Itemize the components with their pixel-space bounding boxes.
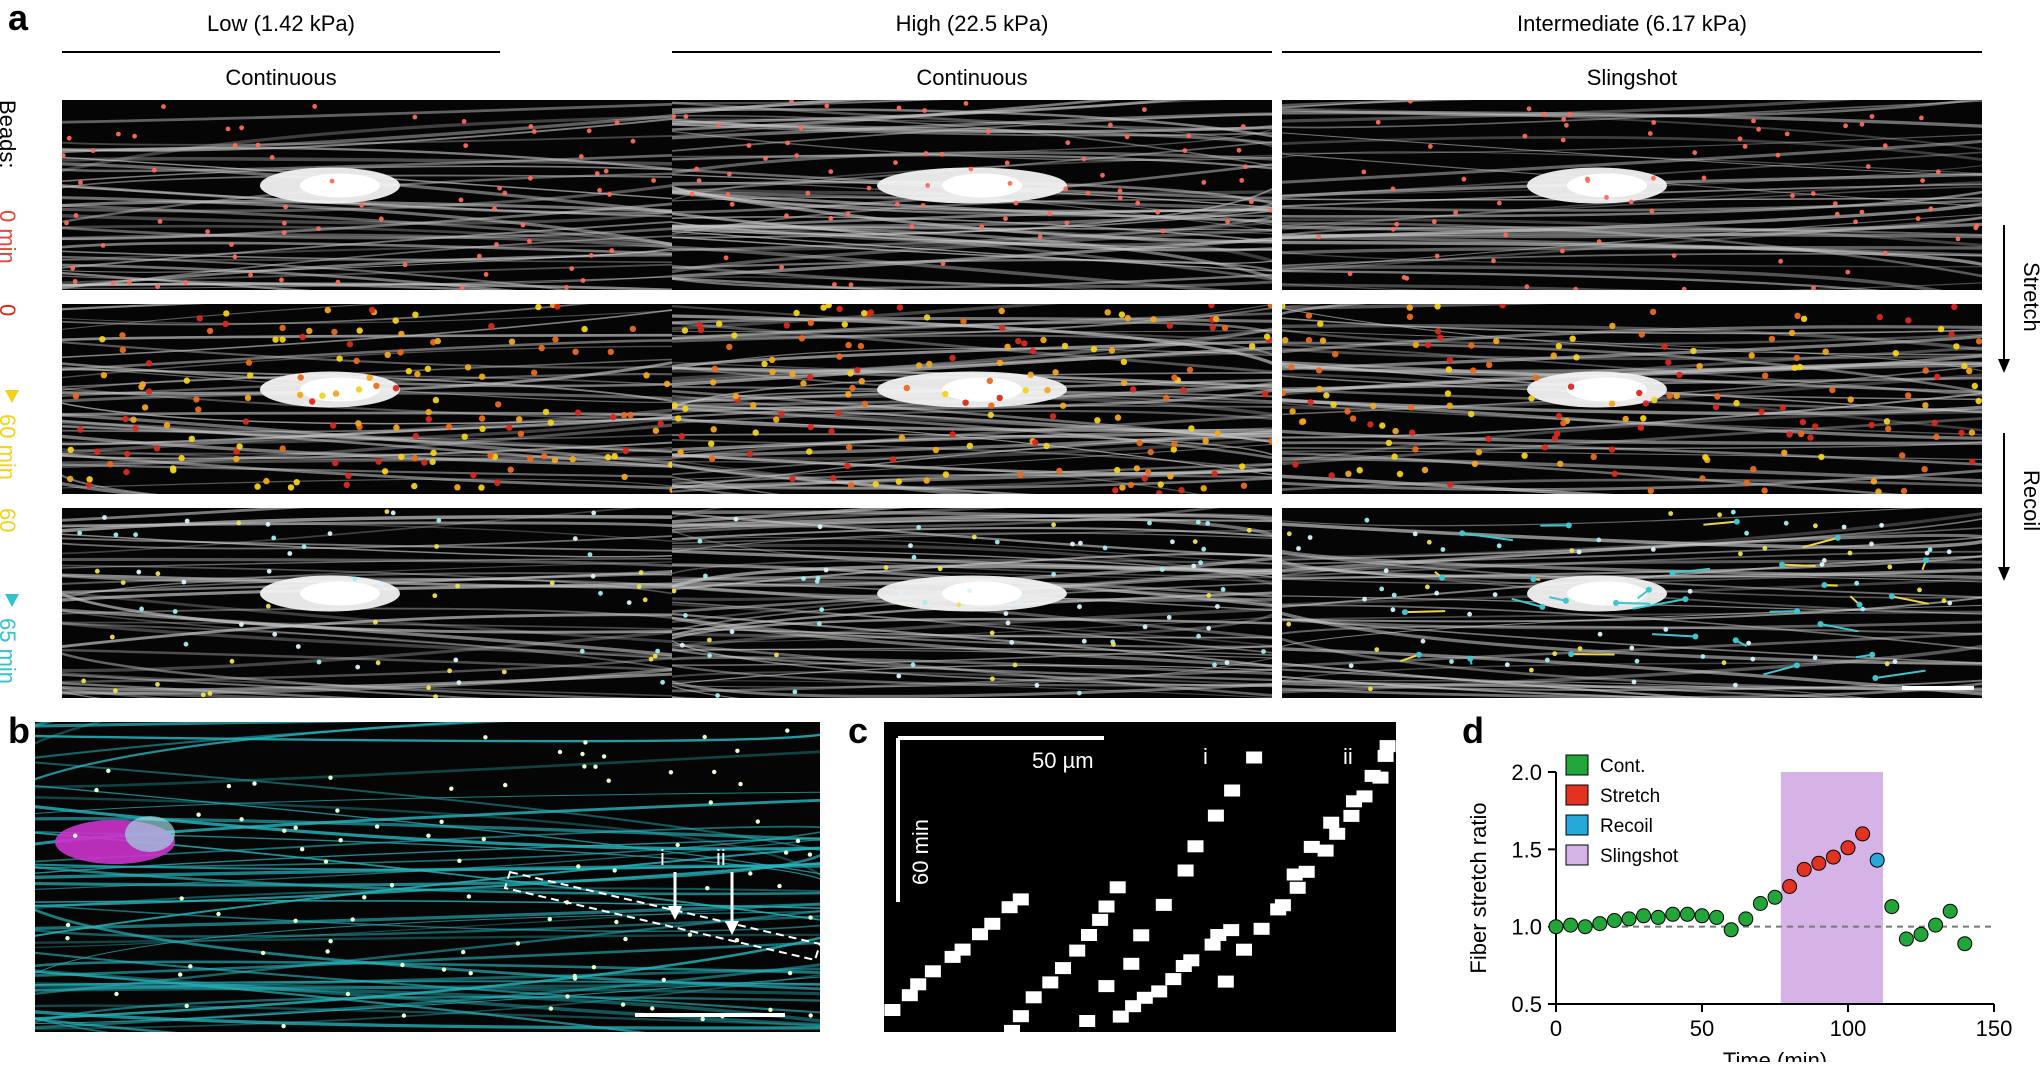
point-cont	[1637, 909, 1651, 923]
legend-label: Cont.	[1600, 756, 1645, 777]
kymo-scale-y-label: 60 min	[910, 819, 932, 885]
micrograph-r2-c1	[62, 304, 700, 494]
point-stretch	[1783, 880, 1797, 894]
legend-label: Recoil	[1600, 816, 1653, 837]
row-label-start-3: 60	[0, 508, 18, 532]
point-cont	[1549, 920, 1563, 934]
y-tick-label: 1.5	[1511, 837, 1542, 862]
legend-label: Stretch	[1600, 786, 1660, 807]
point-cont	[1710, 910, 1724, 924]
point-cont	[1739, 912, 1753, 926]
micrograph-r1-c2	[672, 100, 1272, 290]
point-cont	[1899, 932, 1913, 946]
point-recoil	[1870, 853, 1884, 867]
point-cont	[1943, 904, 1957, 918]
point-stretch	[1826, 850, 1840, 864]
point-stretch	[1841, 841, 1855, 855]
point-cont	[1753, 897, 1767, 911]
micrograph-r2-c2	[672, 304, 1272, 494]
marker-b-ii: ii	[716, 847, 726, 869]
point-stretch	[1856, 827, 1870, 841]
legend-swatch	[1566, 785, 1588, 805]
x-tick-label: 100	[1830, 1016, 1867, 1041]
column-title-3: Intermediate (6.17 kPa)	[1282, 12, 1982, 36]
y-axis-label: Fiber stretch ratio	[1466, 802, 1491, 973]
x-axis-label: Time (min)	[1723, 1048, 1827, 1062]
panel-a-rule-2	[672, 51, 1272, 53]
row-arrow-3	[2, 538, 22, 608]
row-label-end-2: 60 min	[0, 414, 18, 480]
point-cont	[1578, 920, 1592, 934]
panel-b-letter: b	[8, 713, 30, 749]
marker-b-i: i	[660, 847, 665, 869]
column-title-2: High (22.5 kPa)	[672, 12, 1272, 36]
x-tick-label: 150	[1976, 1016, 2013, 1041]
point-cont	[1607, 914, 1621, 928]
row-label-start-2: 0	[0, 304, 18, 316]
panel-a-rule-1	[62, 51, 500, 53]
y-tick-label: 2.0	[1511, 760, 1542, 785]
panel-a-rule-3	[1282, 51, 1982, 53]
row-label-end-3: 65 min	[0, 618, 18, 684]
legend-label: Slingshot	[1600, 846, 1679, 867]
stretch-ratio-chart: 0 50 100 150 0.5 1.0 1.5 2.0 Time (min) Fiber str…	[1440, 712, 2040, 1062]
point-cont	[1564, 918, 1578, 932]
panel-a-letter: a	[8, 0, 28, 36]
point-cont	[1622, 912, 1636, 926]
micrograph-r1-c3	[1282, 100, 1982, 290]
kymo-marker-i: i	[1203, 746, 1208, 768]
point-cont	[1885, 900, 1899, 914]
column-mode-2: Continuous	[672, 66, 1272, 90]
recoil-label: Recoil	[2020, 470, 2042, 531]
point-cont	[1929, 918, 1943, 932]
point-cont	[1651, 910, 1665, 924]
legend-swatch	[1566, 815, 1588, 835]
panel-c-kymograph	[884, 722, 1396, 1032]
column-title-1: Low (1.42 kPa)	[62, 12, 500, 36]
row-arrow-2	[2, 334, 22, 404]
x-tick-label: 0	[1550, 1016, 1562, 1041]
micrograph-r2-c3	[1282, 304, 1982, 494]
chart-svg: 0 50 100 150 0.5 1.0 1.5 2.0 Time (min) Fiber str…	[1440, 712, 2040, 1062]
column-mode-3: Slingshot	[1282, 66, 1982, 90]
panel-b-image	[35, 722, 820, 1032]
stretch-label: Stretch	[2020, 262, 2042, 332]
point-cont	[1958, 937, 1972, 951]
row-label-end-1: 0 min	[0, 210, 18, 264]
point-cont	[1666, 907, 1680, 921]
micrograph-r3-c3	[1282, 508, 1982, 698]
legend-swatch	[1566, 845, 1588, 865]
micrograph-r3-c1	[62, 508, 700, 698]
point-cont	[1768, 890, 1782, 904]
x-tick-label: 50	[1690, 1016, 1714, 1041]
y-tick-label: 1.0	[1511, 915, 1542, 940]
point-stretch	[1797, 862, 1811, 876]
micrograph-r1-c1	[62, 100, 700, 290]
y-tick-label: 0.5	[1511, 992, 1542, 1017]
panel-c-letter: c	[848, 713, 868, 749]
point-cont	[1680, 907, 1694, 921]
point-cont	[1724, 923, 1738, 937]
point-cont	[1914, 927, 1928, 941]
kymo-marker-ii: ii	[1343, 746, 1353, 768]
row-label-start-1: Beads:	[0, 100, 18, 169]
point-cont	[1593, 917, 1607, 931]
kymo-scale-x-label: 50 µm	[1032, 750, 1094, 772]
micrograph-r3-c2	[672, 508, 1272, 698]
legend-swatch	[1566, 755, 1588, 775]
point-cont	[1695, 909, 1709, 923]
column-mode-1: Continuous	[62, 66, 500, 90]
point-stretch	[1812, 856, 1826, 870]
